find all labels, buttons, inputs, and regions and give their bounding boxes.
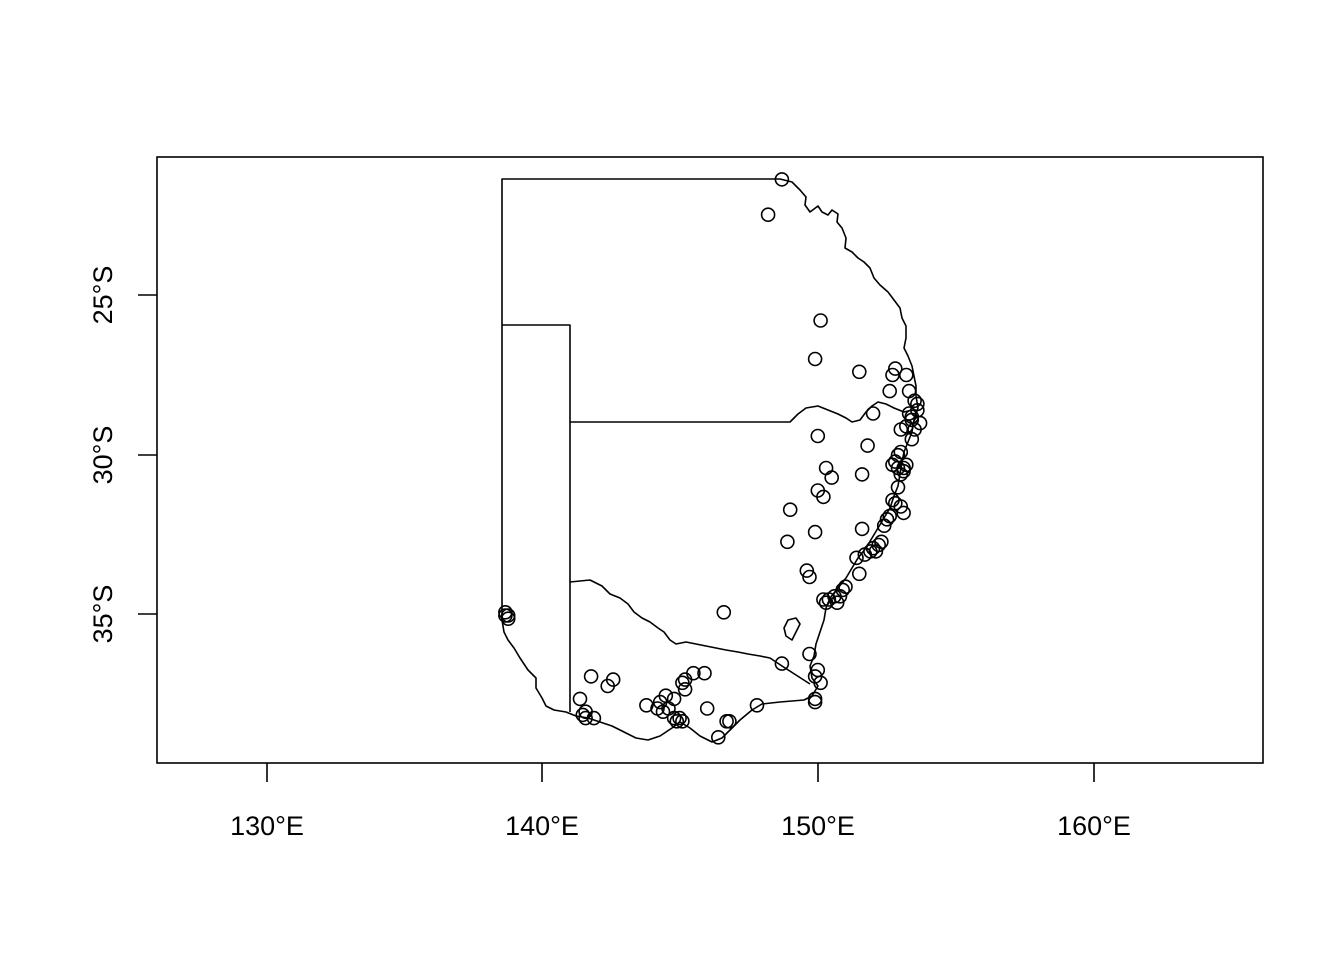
data-point <box>857 547 873 562</box>
data-point <box>854 521 870 537</box>
data-point <box>716 604 732 620</box>
data-point <box>893 422 909 437</box>
data-point <box>901 406 917 421</box>
data-point <box>893 444 909 460</box>
data-point <box>799 563 815 578</box>
data-point <box>887 495 903 511</box>
qld-nsw-border <box>570 401 913 423</box>
data-point <box>666 710 682 726</box>
data-point <box>824 470 840 485</box>
data-point <box>882 383 898 399</box>
data-point <box>686 665 701 681</box>
data-point <box>887 361 903 376</box>
data-point <box>904 431 920 447</box>
data-point <box>813 313 828 328</box>
x-axis-tick-label-150: 150°E <box>781 811 855 841</box>
data-point <box>710 729 726 745</box>
coastline-outline <box>501 178 919 743</box>
x-axis: 130°E 140°E 150°E 160°E <box>230 763 1131 841</box>
data-point <box>813 675 828 691</box>
data-point <box>669 713 685 729</box>
data-point <box>722 713 737 729</box>
data-point <box>838 579 853 595</box>
act-boundary <box>783 617 801 641</box>
data-point <box>890 479 906 495</box>
x-axis-tick-label-160: 160°E <box>1057 811 1131 841</box>
x-axis-tick-label-140: 140°E <box>505 811 579 841</box>
data-point <box>849 550 864 566</box>
data-point <box>810 428 826 444</box>
data-point <box>896 463 911 479</box>
y-axis-tick-label-30: 30°S <box>88 426 118 485</box>
data-point <box>816 489 831 505</box>
data-point <box>907 393 922 409</box>
data-point <box>500 611 516 627</box>
data-point <box>807 694 823 710</box>
data-point <box>904 412 920 428</box>
data-point <box>829 595 845 611</box>
data-point <box>818 460 834 476</box>
data-point <box>807 351 823 367</box>
data-point <box>854 467 870 482</box>
data-point <box>498 608 513 623</box>
data-point <box>586 710 602 726</box>
data-point <box>575 707 591 723</box>
y-axis-tick-label-25: 25°S <box>88 266 118 325</box>
data-point <box>600 678 616 694</box>
data-point <box>675 713 690 729</box>
plot-border <box>156 156 1264 764</box>
data-point <box>851 364 867 380</box>
data-point <box>821 592 837 607</box>
y-axis: 25°S 30°S 35°S <box>88 266 157 644</box>
data-point <box>874 534 889 550</box>
data-point <box>832 588 848 604</box>
data-point <box>882 508 898 524</box>
data-point <box>639 697 654 713</box>
data-point <box>879 511 895 527</box>
data-point <box>865 406 881 421</box>
data-point <box>672 710 687 726</box>
data-point <box>910 396 925 412</box>
data-point <box>807 524 823 540</box>
data-point <box>675 675 690 691</box>
data-point <box>802 569 817 585</box>
data-point <box>666 691 682 707</box>
data-point <box>500 608 516 623</box>
data-point <box>782 502 798 518</box>
data-point <box>896 505 911 521</box>
survey-points <box>498 172 928 745</box>
nsw-vic-border <box>569 579 811 685</box>
data-point <box>583 669 599 684</box>
data-point <box>816 592 831 607</box>
data-point <box>749 697 765 713</box>
sa-interior-border <box>502 324 571 712</box>
x-axis-tick-label-130: 130°E <box>230 811 304 841</box>
data-point <box>774 656 790 671</box>
data-point <box>774 172 790 187</box>
data-point <box>699 701 715 716</box>
data-point <box>818 595 834 611</box>
data-point <box>898 457 914 473</box>
data-point <box>572 691 588 707</box>
data-point <box>677 681 693 697</box>
state-boundaries <box>501 178 919 743</box>
data-point <box>578 710 593 726</box>
data-point <box>780 534 795 550</box>
data-point <box>677 672 693 687</box>
data-point <box>650 701 665 716</box>
data-point <box>851 566 867 582</box>
data-point <box>901 383 917 399</box>
data-point <box>760 207 776 222</box>
data-point <box>898 367 914 383</box>
data-point <box>807 691 823 707</box>
data-point <box>860 438 875 453</box>
data-point <box>802 646 817 662</box>
y-axis-tick-label-35: 35°S <box>88 585 118 644</box>
data-point <box>719 713 734 729</box>
data-point <box>697 665 712 681</box>
